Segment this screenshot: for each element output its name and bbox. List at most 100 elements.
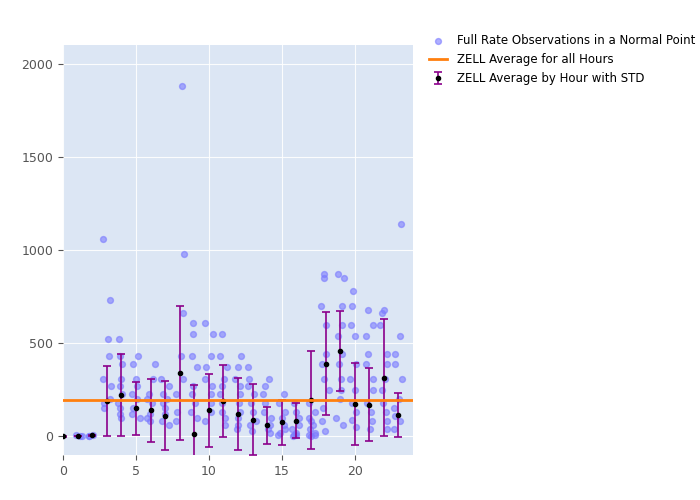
Full Rate Observations in a Normal Point — [216, 330, 228, 338]
Full Rate Observations in a Normal Point — [132, 395, 143, 403]
Full Rate Observations in a Normal Point — [141, 414, 153, 422]
Full Rate Observations in a Normal Point — [149, 360, 160, 368]
Full Rate Observations in a Normal Point — [294, 421, 305, 429]
Full Rate Observations in a Normal Point — [157, 418, 168, 426]
Full Rate Observations in a Normal Point — [88, 431, 99, 439]
Full Rate Observations in a Normal Point — [318, 404, 329, 412]
Full Rate Observations in a Normal Point — [232, 414, 244, 422]
Full Rate Observations in a Normal Point — [206, 352, 217, 360]
Full Rate Observations in a Normal Point — [258, 408, 270, 416]
Full Rate Observations in a Normal Point — [337, 320, 348, 328]
Full Rate Observations in a Normal Point — [382, 425, 393, 433]
Full Rate Observations in a Normal Point — [164, 421, 175, 429]
Full Rate Observations in a Normal Point — [244, 374, 255, 382]
Full Rate Observations in a Normal Point — [389, 425, 400, 433]
Full Rate Observations in a Normal Point — [309, 430, 321, 438]
Full Rate Observations in a Normal Point — [265, 428, 276, 436]
Full Rate Observations in a Normal Point — [146, 399, 158, 407]
Full Rate Observations in a Normal Point — [216, 382, 228, 390]
Full Rate Observations in a Normal Point — [259, 382, 270, 390]
Full Rate Observations in a Normal Point — [102, 336, 113, 344]
Full Rate Observations in a Normal Point — [293, 414, 304, 422]
Full Rate Observations in a Normal Point — [333, 360, 344, 368]
Full Rate Observations in a Normal Point — [216, 408, 228, 416]
Full Rate Observations in a Normal Point — [286, 425, 297, 433]
Full Rate Observations in a Normal Point — [368, 374, 379, 382]
Full Rate Observations in a Normal Point — [264, 374, 275, 382]
Full Rate Observations in a Normal Point — [393, 395, 405, 403]
Legend: Full Rate Observations in a Normal Point, ZELL Average for all Hours, ZELL Avera: Full Rate Observations in a Normal Point… — [426, 31, 699, 89]
Full Rate Observations in a Normal Point — [199, 418, 211, 426]
Full Rate Observations in a Normal Point — [178, 310, 189, 318]
Full Rate Observations in a Normal Point — [305, 432, 316, 440]
Full Rate Observations in a Normal Point — [76, 432, 87, 440]
Full Rate Observations in a Normal Point — [304, 425, 315, 433]
Full Rate Observations in a Normal Point — [345, 320, 356, 328]
Full Rate Observations in a Normal Point — [176, 82, 188, 90]
Full Rate Observations in a Normal Point — [360, 332, 372, 340]
Full Rate Observations in a Normal Point — [366, 418, 377, 426]
Full Rate Observations in a Normal Point — [290, 428, 302, 436]
Full Rate Observations in a Normal Point — [127, 360, 139, 368]
Full Rate Observations in a Normal Point — [234, 390, 246, 398]
Full Rate Observations in a Normal Point — [390, 360, 401, 368]
Full Rate Observations in a Normal Point — [318, 270, 330, 278]
Full Rate Observations in a Normal Point — [192, 364, 203, 372]
Full Rate Observations in a Normal Point — [113, 336, 124, 344]
Full Rate Observations in a Normal Point — [279, 408, 290, 416]
Full Rate Observations in a Normal Point — [214, 390, 225, 398]
Full Rate Observations in a Normal Point — [376, 310, 387, 318]
Full Rate Observations in a Normal Point — [346, 399, 358, 407]
Full Rate Observations in a Normal Point — [316, 302, 327, 310]
Full Rate Observations in a Normal Point — [345, 374, 356, 382]
Full Rate Observations in a Normal Point — [234, 408, 246, 416]
Full Rate Observations in a Normal Point — [382, 350, 393, 358]
Full Rate Observations in a Normal Point — [187, 318, 198, 326]
Full Rate Observations in a Normal Point — [304, 414, 315, 422]
Full Rate Observations in a Normal Point — [170, 418, 181, 426]
Full Rate Observations in a Normal Point — [265, 421, 276, 429]
Full Rate Observations in a Normal Point — [172, 408, 183, 416]
Full Rate Observations in a Normal Point — [379, 374, 391, 382]
Full Rate Observations in a Normal Point — [188, 382, 199, 390]
Full Rate Observations in a Normal Point — [232, 425, 243, 433]
Full Rate Observations in a Normal Point — [97, 235, 108, 243]
Full Rate Observations in a Normal Point — [351, 360, 362, 368]
Full Rate Observations in a Normal Point — [133, 352, 144, 360]
Full Rate Observations in a Normal Point — [205, 399, 216, 407]
Full Rate Observations in a Normal Point — [207, 330, 218, 338]
Full Rate Observations in a Normal Point — [350, 332, 361, 340]
Full Rate Observations in a Normal Point — [99, 404, 110, 412]
Full Rate Observations in a Normal Point — [321, 320, 332, 328]
Full Rate Observations in a Normal Point — [171, 390, 182, 398]
Full Rate Observations in a Normal Point — [199, 318, 211, 326]
Full Rate Observations in a Normal Point — [394, 418, 405, 426]
Full Rate Observations in a Normal Point — [221, 364, 232, 372]
Full Rate Observations in a Normal Point — [243, 364, 254, 372]
Full Rate Observations in a Normal Point — [233, 399, 244, 407]
Full Rate Observations in a Normal Point — [245, 421, 256, 429]
Full Rate Observations in a Normal Point — [389, 404, 400, 412]
Full Rate Observations in a Normal Point — [389, 412, 400, 420]
Full Rate Observations in a Normal Point — [365, 408, 376, 416]
Full Rate Observations in a Normal Point — [247, 408, 258, 416]
Full Rate Observations in a Normal Point — [103, 352, 114, 360]
Full Rate Observations in a Normal Point — [335, 395, 346, 403]
Full Rate Observations in a Normal Point — [232, 421, 244, 429]
Full Rate Observations in a Normal Point — [187, 390, 198, 398]
Full Rate Observations in a Normal Point — [187, 352, 198, 360]
Full Rate Observations in a Normal Point — [214, 352, 225, 360]
Full Rate Observations in a Normal Point — [155, 374, 167, 382]
ZELL Average for all Hours — [59, 397, 67, 403]
Full Rate Observations in a Normal Point — [363, 350, 374, 358]
Full Rate Observations in a Normal Point — [274, 399, 285, 407]
Full Rate Observations in a Normal Point — [188, 330, 199, 338]
Full Rate Observations in a Normal Point — [243, 382, 254, 390]
Full Rate Observations in a Normal Point — [304, 399, 315, 407]
Full Rate Observations in a Normal Point — [126, 390, 137, 398]
Full Rate Observations in a Normal Point — [236, 352, 247, 360]
Full Rate Observations in a Normal Point — [260, 399, 271, 407]
Full Rate Observations in a Normal Point — [127, 404, 139, 412]
Full Rate Observations in a Normal Point — [339, 274, 350, 282]
Full Rate Observations in a Normal Point — [395, 220, 407, 228]
